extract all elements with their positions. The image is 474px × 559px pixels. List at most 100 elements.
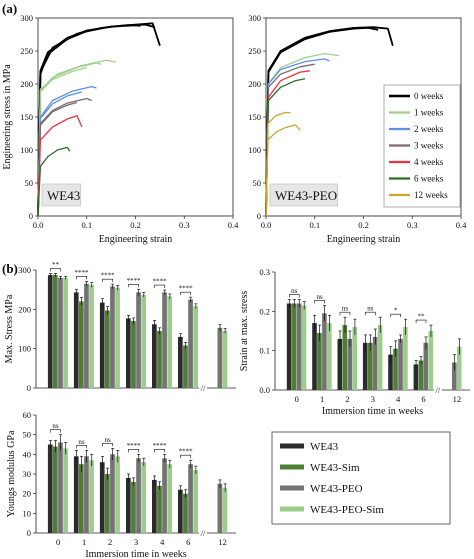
bar-WE43 bbox=[337, 338, 343, 390]
legend-label: 12 weeks bbox=[414, 190, 448, 200]
bar-WE43-PEO bbox=[296, 303, 302, 390]
bar-WE43-PEO-Sim bbox=[222, 487, 228, 533]
bar-WE43 bbox=[47, 444, 53, 533]
bar-WE43-Sim bbox=[53, 275, 58, 388]
bar-WE43 bbox=[388, 354, 393, 390]
bar-WE43-PEO-Sim bbox=[115, 287, 120, 388]
legend-label: 0 weeks bbox=[414, 91, 444, 101]
bar-WE43-PEO bbox=[162, 292, 167, 388]
significance-bracket bbox=[180, 291, 192, 296]
significance-label: **** bbox=[179, 448, 194, 456]
y-tick-label: 0.0 bbox=[259, 385, 270, 395]
bar-WE43-PEO-Sim bbox=[167, 296, 172, 388]
y-tick-label: 150 bbox=[248, 112, 261, 122]
y-tick-label: 200 bbox=[20, 79, 33, 89]
y-tick-label: 40 bbox=[23, 449, 32, 459]
significance-bracket bbox=[365, 311, 376, 316]
significance-label: ns bbox=[342, 305, 349, 313]
significance-bracket bbox=[390, 313, 401, 318]
stress-strain-chart-we43: 0.0 0.1 0.2 0.3 0.4 0 50 100 150 200 250 300 Enginee… bbox=[2, 13, 239, 245]
y-tick-label: 0 bbox=[27, 528, 31, 538]
significance-bracket bbox=[154, 449, 166, 453]
significance-bracket bbox=[128, 283, 140, 288]
significance-bracket bbox=[76, 276, 87, 280]
legend-label: WE43-Sim bbox=[310, 462, 360, 474]
bar-WE43-PEO-Sim bbox=[377, 325, 383, 390]
significance-label: ns bbox=[291, 287, 298, 295]
significance-label: ns bbox=[317, 293, 324, 301]
bar-WE43 bbox=[312, 323, 317, 390]
bar-WE43-PEO-Sim bbox=[428, 331, 434, 390]
bar-WE43 bbox=[99, 302, 105, 388]
legend-materials: WE43 WE43-Sim WE43-PEO WE43-PEO-Sim bbox=[271, 431, 451, 525]
bar-WE43-PEO bbox=[452, 362, 457, 390]
bar-WE43-PEO-Sim bbox=[301, 305, 307, 390]
bar-WE43-Sim bbox=[79, 301, 84, 388]
legend-weeks: 0 weeks 1 weeks 2 weeks 3 weeks 4 weeks 6 wee… bbox=[383, 84, 461, 208]
bar-WE43-PEO-Sim bbox=[63, 448, 68, 533]
bar-WE43-PEO bbox=[58, 277, 63, 388]
legend-label: WE43 bbox=[310, 441, 339, 453]
significance-bracket bbox=[76, 445, 87, 449]
significance-label: **** bbox=[179, 285, 194, 293]
bar-WE43 bbox=[47, 275, 53, 388]
x-tick-label: 0.4 bbox=[456, 220, 467, 230]
x-tick-label: 0.3 bbox=[179, 220, 190, 230]
significance-label: **** bbox=[75, 269, 90, 277]
x-tick-label: 0.2 bbox=[358, 220, 369, 230]
series-curve-12-weeks bbox=[265, 111, 291, 217]
significance-bracket bbox=[289, 294, 300, 298]
bar-WE43-Sim bbox=[367, 342, 373, 390]
bar-WE43-PEO-Sim bbox=[456, 346, 462, 390]
significance-bracket bbox=[50, 268, 61, 272]
series-curve-0-weeks bbox=[265, 27, 379, 217]
significance-label: ** bbox=[52, 261, 60, 269]
y-tick-label: 100 bbox=[18, 344, 31, 354]
bar-WE43-Sim bbox=[157, 485, 162, 533]
bar-WE43-PEO-Sim bbox=[89, 284, 94, 388]
bar-WE43-PEO bbox=[372, 336, 378, 390]
y-tick-label: 0.3 bbox=[259, 267, 270, 277]
significance-label: ns bbox=[52, 422, 59, 430]
bar-WE43-PEO bbox=[423, 342, 429, 390]
bar-WE43-Sim bbox=[131, 481, 136, 533]
bar-WE43-Sim bbox=[157, 331, 162, 388]
x-tick-label: 0.0 bbox=[33, 220, 44, 230]
y-tick-label: 10 bbox=[23, 508, 32, 518]
bar-WE43-Sim bbox=[342, 325, 348, 390]
significance-label: **** bbox=[127, 277, 142, 285]
y-tick-label: 0 bbox=[27, 383, 31, 393]
material-label: WE43-PEO bbox=[275, 188, 337, 203]
y-tick-label: 20 bbox=[23, 489, 32, 499]
x-tick-label: 0.1 bbox=[309, 220, 320, 230]
x-axis-label: Engineering strain bbox=[99, 234, 173, 245]
y-axis-label: Youngs modulus GPa bbox=[6, 430, 17, 517]
legend-label: 4 weeks bbox=[414, 157, 444, 167]
bar-WE43-Sim bbox=[393, 348, 398, 390]
x-tick-label: 0.1 bbox=[81, 220, 92, 230]
stress-strain-chart-we43-peo: 0.0 0.1 0.2 0.3 0.4 0 50 100 150 200 250 300 Enginee… bbox=[248, 13, 467, 245]
bar-WE43-PEO bbox=[398, 338, 403, 390]
legend-label: 3 weeks bbox=[414, 141, 444, 151]
bar-WE43 bbox=[413, 364, 419, 390]
y-tick-label: 300 bbox=[20, 13, 33, 23]
series-curve-0-weeks bbox=[37, 23, 156, 217]
bar-WE43-Sim bbox=[131, 321, 136, 388]
x-tick-label: 12 bbox=[218, 537, 227, 547]
significance-label: * bbox=[394, 307, 398, 315]
y-tick-label: 300 bbox=[248, 13, 261, 23]
bar-WE43-PEO bbox=[217, 483, 223, 533]
significance-bracket bbox=[180, 454, 192, 459]
y-tick-label: 200 bbox=[248, 79, 261, 89]
bar-WE43-PEO bbox=[188, 464, 193, 533]
bar-WE43-PEO bbox=[136, 458, 141, 533]
youngs-modulus-bar-chart: // 0 10 20 30 40 50 60 Youngs modulus GPa 0 ns 1 ns 2… bbox=[6, 410, 236, 559]
significance-label: **** bbox=[153, 278, 168, 286]
x-tick-label: 6 bbox=[186, 537, 190, 547]
significance-label: ns bbox=[78, 438, 85, 446]
axis-break-mark: // bbox=[201, 383, 206, 393]
y-tick-label: 0 bbox=[29, 211, 33, 221]
bar-WE43-PEO-Sim bbox=[167, 464, 172, 533]
x-tick-label: 6 bbox=[421, 394, 425, 404]
